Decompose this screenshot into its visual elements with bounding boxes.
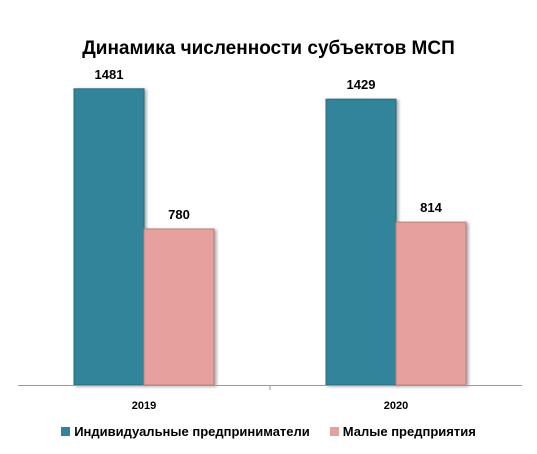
x-tick-label: 2019: [132, 400, 156, 412]
legend-item: Индивидуальные предприниматели: [61, 424, 310, 439]
data-label: 814: [420, 200, 442, 215]
legend-label: Индивидуальные предприниматели: [74, 424, 310, 439]
legend-label: Малые предприятия: [342, 424, 476, 439]
x-tick-label: 2020: [384, 400, 408, 412]
data-label: 780: [168, 207, 190, 222]
legend: Индивидуальные предприниматели Малые пред…: [0, 424, 537, 439]
chart-title: Динамика численности субъектов МСП: [82, 38, 455, 59]
bar-individual-2020: [325, 98, 397, 386]
legend-swatch: [61, 427, 71, 436]
data-label: 1481: [95, 67, 124, 82]
legend-swatch: [329, 427, 339, 436]
bar-individual-2019: [73, 88, 145, 386]
data-label: 1429: [347, 77, 376, 92]
bar-small-2019: [143, 228, 215, 386]
bar-small-2020: [395, 221, 467, 386]
legend-item: Малые предприятия: [329, 424, 476, 439]
